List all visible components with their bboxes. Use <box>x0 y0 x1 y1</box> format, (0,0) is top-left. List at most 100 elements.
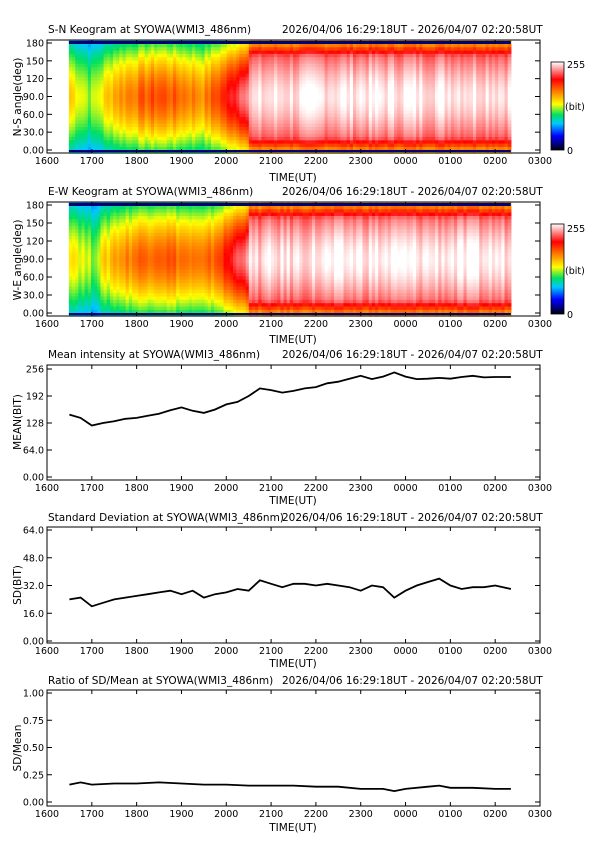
sn-keogram-cell <box>485 119 490 124</box>
sn-keogram-cell <box>457 73 461 78</box>
sn-keogram-cell <box>220 99 225 104</box>
sn-keogram-cell <box>479 129 484 134</box>
sn-keogram-cell <box>264 136 269 141</box>
sn-keogram-cell <box>169 119 174 124</box>
sn-keogram-cell <box>163 83 168 88</box>
sn-keogram-cell <box>239 123 244 128</box>
sn-keogram-cell <box>422 99 427 104</box>
sn-keogram-cell <box>412 113 417 118</box>
sn-y-tick-label: 30.0 <box>23 128 44 139</box>
sn-y-tick-label: 90.0 <box>23 92 44 103</box>
sn-keogram-cell <box>198 103 203 108</box>
sn-keogram-cell <box>362 76 367 81</box>
sn-keogram-cell <box>274 43 278 48</box>
sn-keogram-cell <box>207 46 212 51</box>
sn-keogram-cell <box>299 66 304 71</box>
sn-keogram-cell <box>507 96 512 101</box>
sn-keogram-cell <box>214 53 218 58</box>
sn-keogram-cell <box>406 73 411 78</box>
sn-keogram-cell <box>223 99 228 104</box>
sn-keogram-cell <box>154 86 158 91</box>
sn-keogram-cell <box>431 66 436 71</box>
sn-keogram-cell <box>498 119 502 124</box>
sn-keogram-cell <box>311 96 316 101</box>
sn-keogram-cell <box>103 133 108 137</box>
sn-keogram-column <box>204 40 209 154</box>
sn-keogram-cell <box>233 119 237 124</box>
sn-keogram-cell <box>349 79 354 84</box>
sn-keogram-cell <box>305 99 310 104</box>
sn-keogram-cell <box>75 136 79 141</box>
sn-keogram-cell <box>289 143 294 147</box>
sn-keogram-cell <box>286 123 291 128</box>
sn-keogram-cell <box>463 96 468 101</box>
sn-keogram-cell <box>135 76 139 81</box>
sn-keogram-cell <box>482 99 487 104</box>
sn-keogram-cell <box>157 49 162 54</box>
sn-keogram-cell <box>435 96 439 101</box>
sn-keogram-cell <box>375 46 379 51</box>
sn-keogram-cell <box>403 43 408 48</box>
sn-keogram-cell <box>119 43 124 48</box>
sn-keogram-cell <box>457 56 461 61</box>
sn-keogram-cell <box>394 46 398 51</box>
sn-keogram-cell <box>185 116 190 121</box>
sn-keogram-cell <box>169 59 174 64</box>
sn-keogram-cell <box>81 133 86 137</box>
sn-keogram-cell <box>132 146 136 151</box>
sn-keogram-cell <box>428 86 433 91</box>
sn-keogram-column <box>485 40 490 154</box>
sn-keogram-cell <box>504 99 509 104</box>
sn-keogram-cell <box>299 133 304 137</box>
sn-keogram-cell <box>169 109 174 114</box>
sn-keogram-cell <box>236 63 240 68</box>
sn-keogram-cell <box>394 129 398 134</box>
sn-keogram-cell <box>428 49 433 54</box>
sn-keogram-cell <box>495 103 499 108</box>
sn-keogram-cell <box>476 63 480 68</box>
sn-keogram-cell <box>447 93 452 98</box>
sn-keogram-cell <box>321 89 326 94</box>
sn-keogram-cell <box>154 79 158 84</box>
sn-keogram-cell <box>132 129 136 134</box>
sn-keogram-cell <box>173 129 177 134</box>
sn-keogram-cell <box>343 93 348 98</box>
sn-keogram-cell <box>488 146 493 151</box>
sn-keogram-cell <box>176 123 180 128</box>
sn-keogram-cell <box>214 96 218 101</box>
sn-keogram-cell <box>154 43 158 48</box>
sn-keogram-cell <box>283 126 288 131</box>
sn-keogram-cell <box>397 123 401 128</box>
sn-keogram-cell <box>390 96 395 101</box>
sn-keogram-cell <box>390 113 395 118</box>
sn-keogram-cell <box>425 53 430 58</box>
sn-keogram-cell <box>166 49 171 54</box>
sn-keogram-cell <box>116 136 120 141</box>
sn-keogram-cell <box>299 106 304 111</box>
sn-keogram-cell <box>293 99 297 104</box>
sn-keogram-cell <box>94 53 98 58</box>
sn-keogram-cell <box>450 89 455 94</box>
sn-keogram-cell <box>368 136 373 141</box>
sn-keogram-cell <box>460 66 465 71</box>
sn-keogram-cell <box>422 93 427 98</box>
sn-keogram-cell <box>444 53 449 58</box>
sn-keogram-cell <box>116 126 120 131</box>
sn-keogram-cell <box>286 133 291 137</box>
sn-keogram-cell <box>400 146 405 151</box>
sn-keogram-cell <box>78 139 83 144</box>
sn-keogram-cell <box>447 86 452 91</box>
sn-keogram-cell <box>311 86 316 91</box>
sn-keogram-cell <box>264 86 269 91</box>
sn-keogram-cell <box>94 96 98 101</box>
sn-keogram-cell <box>340 53 345 58</box>
sn-keogram-cell <box>223 126 228 131</box>
sn-keogram-cell <box>447 123 452 128</box>
sn-keogram-cell <box>428 73 433 78</box>
sn-keogram-cell <box>182 113 187 118</box>
ew-keogram-title: E-W Keogram at SYOWA(WMI3_486nm) <box>48 186 253 198</box>
sn-keogram-cell <box>128 119 133 124</box>
sn-keogram-cell <box>441 139 446 144</box>
sn-keogram-cell <box>315 106 319 111</box>
sn-keogram-cell <box>507 146 512 151</box>
